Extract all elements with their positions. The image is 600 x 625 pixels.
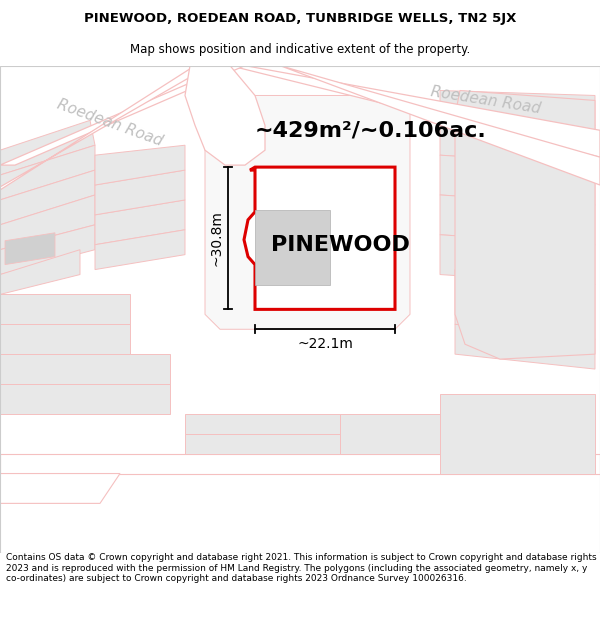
Polygon shape	[440, 235, 595, 284]
Polygon shape	[455, 269, 595, 339]
Polygon shape	[5, 232, 55, 264]
Text: ~22.1m: ~22.1m	[297, 338, 353, 351]
Text: ~30.8m: ~30.8m	[209, 210, 223, 266]
Polygon shape	[95, 230, 185, 269]
Polygon shape	[205, 96, 410, 329]
Polygon shape	[95, 145, 185, 185]
Polygon shape	[0, 145, 95, 200]
Polygon shape	[0, 384, 170, 414]
Polygon shape	[440, 195, 595, 245]
Polygon shape	[0, 454, 600, 474]
Polygon shape	[95, 200, 185, 245]
Polygon shape	[455, 91, 595, 359]
Polygon shape	[0, 66, 245, 165]
Polygon shape	[340, 414, 440, 454]
Polygon shape	[455, 324, 595, 369]
Polygon shape	[0, 121, 95, 175]
Text: Roedean Road: Roedean Road	[55, 96, 164, 148]
Polygon shape	[185, 434, 340, 454]
Polygon shape	[95, 170, 185, 215]
Text: PINEWOOD, ROEDEAN ROAD, TUNBRIDGE WELLS, TN2 5JX: PINEWOOD, ROEDEAN ROAD, TUNBRIDGE WELLS,…	[84, 12, 516, 25]
Polygon shape	[185, 66, 265, 165]
Polygon shape	[255, 210, 330, 284]
Polygon shape	[0, 225, 95, 274]
Polygon shape	[440, 91, 595, 126]
Polygon shape	[440, 394, 595, 474]
Polygon shape	[185, 414, 340, 434]
Text: Roedean Road: Roedean Road	[430, 84, 542, 116]
Polygon shape	[0, 324, 130, 354]
Polygon shape	[0, 294, 130, 324]
Polygon shape	[0, 249, 80, 294]
Polygon shape	[0, 170, 95, 225]
Text: Contains OS data © Crown copyright and database right 2021. This information is : Contains OS data © Crown copyright and d…	[6, 553, 596, 583]
Text: Map shows position and indicative extent of the property.: Map shows position and indicative extent…	[130, 42, 470, 56]
Polygon shape	[280, 66, 600, 185]
Polygon shape	[0, 195, 95, 249]
Polygon shape	[244, 167, 395, 309]
Text: ~429m²/~0.106ac.: ~429m²/~0.106ac.	[255, 120, 487, 140]
Polygon shape	[230, 66, 600, 157]
Polygon shape	[440, 116, 595, 165]
Polygon shape	[440, 155, 595, 205]
Polygon shape	[0, 354, 170, 384]
Polygon shape	[0, 474, 120, 503]
Polygon shape	[0, 66, 210, 190]
Text: PINEWOOD: PINEWOOD	[271, 235, 409, 255]
